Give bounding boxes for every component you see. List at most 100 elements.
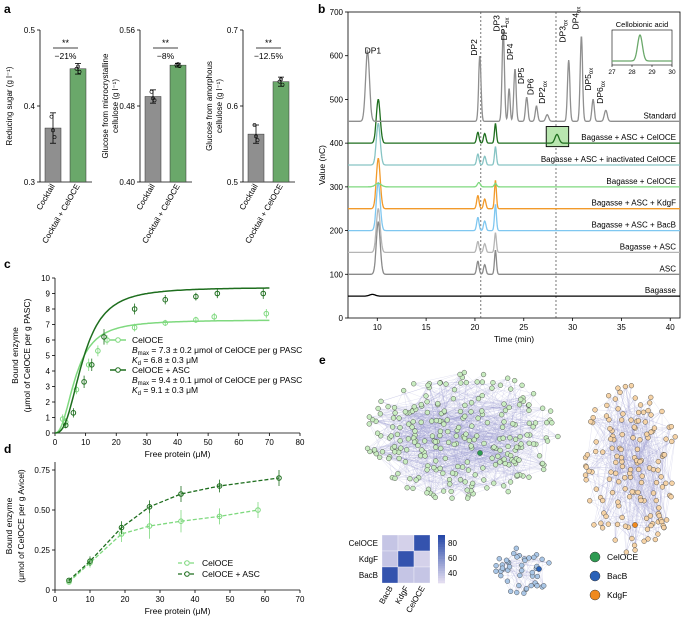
- celoce-cluster-node: [396, 415, 402, 421]
- kdgf-cluster-node: [617, 389, 623, 395]
- colorbar-segment: [438, 578, 445, 581]
- y-tick-label: 0.5: [227, 178, 239, 187]
- kdgf-cluster-node: [583, 464, 589, 470]
- network-edge: [369, 423, 383, 452]
- celoce-cluster-node: [491, 444, 497, 450]
- inset-frame: [611, 29, 673, 66]
- network-edge: [439, 382, 455, 445]
- network-edge: [626, 436, 676, 553]
- kdgf-cluster-node: [613, 459, 619, 466]
- percent-change-label: −8%: [157, 51, 175, 61]
- network-edge: [478, 398, 551, 421]
- trace-label: Bagasse + ASC + CelOCE: [581, 133, 676, 142]
- network-edge: [442, 473, 453, 499]
- fit-parameter: Bmax = 7.3 ± 0.2 μmol of CelOCE per g PA…: [132, 345, 302, 357]
- network-edge: [403, 390, 419, 478]
- celoce-cluster-node: [424, 467, 430, 473]
- network-edge: [464, 416, 487, 488]
- network-edge: [435, 407, 510, 461]
- colorbar-segment: [438, 554, 445, 557]
- network-edge: [588, 471, 656, 540]
- network-edge: [512, 404, 530, 424]
- network-edge: [606, 399, 616, 417]
- kdgf-cluster-node: [638, 497, 644, 503]
- celoce-cluster-node: [514, 444, 520, 450]
- y-tick-label: 0: [339, 314, 344, 323]
- network-edge: [638, 412, 667, 520]
- network-edge: [372, 412, 396, 420]
- celoce-cluster-node: [412, 428, 418, 434]
- celoce-cluster-node: [461, 369, 467, 376]
- network-edge: [587, 430, 613, 455]
- celoce-cluster-node: [497, 447, 503, 453]
- kdgf-cluster-node: [645, 536, 651, 542]
- celoce-cluster-node: [470, 480, 476, 486]
- colorbar-segment: [438, 539, 445, 543]
- celoce-cluster-node: [457, 408, 464, 415]
- network-edge: [610, 438, 631, 470]
- network-edge: [367, 412, 410, 449]
- network-edge: [464, 399, 521, 417]
- kdgf-cluster-node: [655, 458, 661, 465]
- network-edge: [440, 448, 496, 465]
- fit-parameter-subscript: d: [138, 361, 141, 367]
- bacb-cluster-node: [529, 569, 535, 576]
- celoce-cluster-node: [390, 424, 396, 430]
- data-point: [77, 69, 82, 74]
- celoce-cluster-node: [530, 441, 537, 447]
- network-edge: [602, 388, 619, 528]
- celoce-cluster-node: [544, 420, 550, 426]
- y-axis-label: Bound enzyme: [10, 327, 20, 384]
- network-edge: [468, 469, 518, 476]
- data-point: [255, 138, 260, 143]
- kdgf-cluster-node: [669, 480, 675, 486]
- celoce-cluster-node: [464, 459, 470, 465]
- colorbar-segment: [438, 571, 445, 574]
- celoce-cluster-node: [394, 431, 400, 437]
- network-edge: [619, 392, 646, 423]
- celoce-cluster-node: [437, 432, 443, 439]
- celoce-cluster-node: [364, 445, 371, 451]
- celoce-cluster-node: [548, 408, 554, 414]
- network-edge: [400, 420, 440, 449]
- network-edge: [433, 411, 472, 496]
- celoce-cluster-node: [516, 457, 522, 463]
- inset-trace: [612, 34, 672, 62]
- fit-curve: [54, 319, 270, 434]
- network-edge: [638, 420, 662, 522]
- celoce-cluster-node: [471, 437, 477, 443]
- network-edge: [585, 457, 619, 482]
- data-point: [177, 64, 182, 69]
- network-edge: [421, 422, 500, 463]
- legend-label: CelOCE: [132, 335, 164, 345]
- network-edge: [592, 422, 663, 488]
- kdgf-cluster-node: [592, 407, 598, 413]
- kdgf-cluster-node: [618, 455, 625, 461]
- network-edge: [436, 393, 534, 421]
- y-tick-label: 0.25: [34, 546, 50, 555]
- network-edge: [507, 453, 544, 466]
- network-edge: [377, 433, 469, 497]
- celoce-cluster-node: [544, 438, 551, 444]
- x-tick-label: 30: [156, 595, 165, 604]
- trace-label: Standard: [644, 111, 676, 120]
- network-edge: [626, 437, 649, 553]
- data-point: [52, 135, 57, 140]
- bacb-cluster-node: [493, 563, 499, 569]
- y-axis-label: Value (nC): [317, 145, 327, 185]
- celoce-cluster-node: [429, 433, 436, 439]
- peak-label-subscript: ox: [564, 20, 570, 26]
- network-edge: [439, 420, 522, 448]
- y-axis-label: Bound enzyme: [4, 497, 14, 554]
- celoce-cluster-node: [438, 445, 444, 451]
- network-edge: [622, 397, 651, 414]
- heatmap-cell: [413, 534, 431, 552]
- kdgf-cluster-node: [644, 526, 651, 532]
- kdgf-cluster-node: [643, 515, 650, 522]
- bacb-cluster-node: [499, 565, 506, 571]
- y-tick-label: 0.48: [119, 102, 135, 111]
- y-tick-label: 5: [46, 352, 51, 361]
- bar: [272, 81, 290, 183]
- y-tick-label: 0.6: [227, 102, 239, 111]
